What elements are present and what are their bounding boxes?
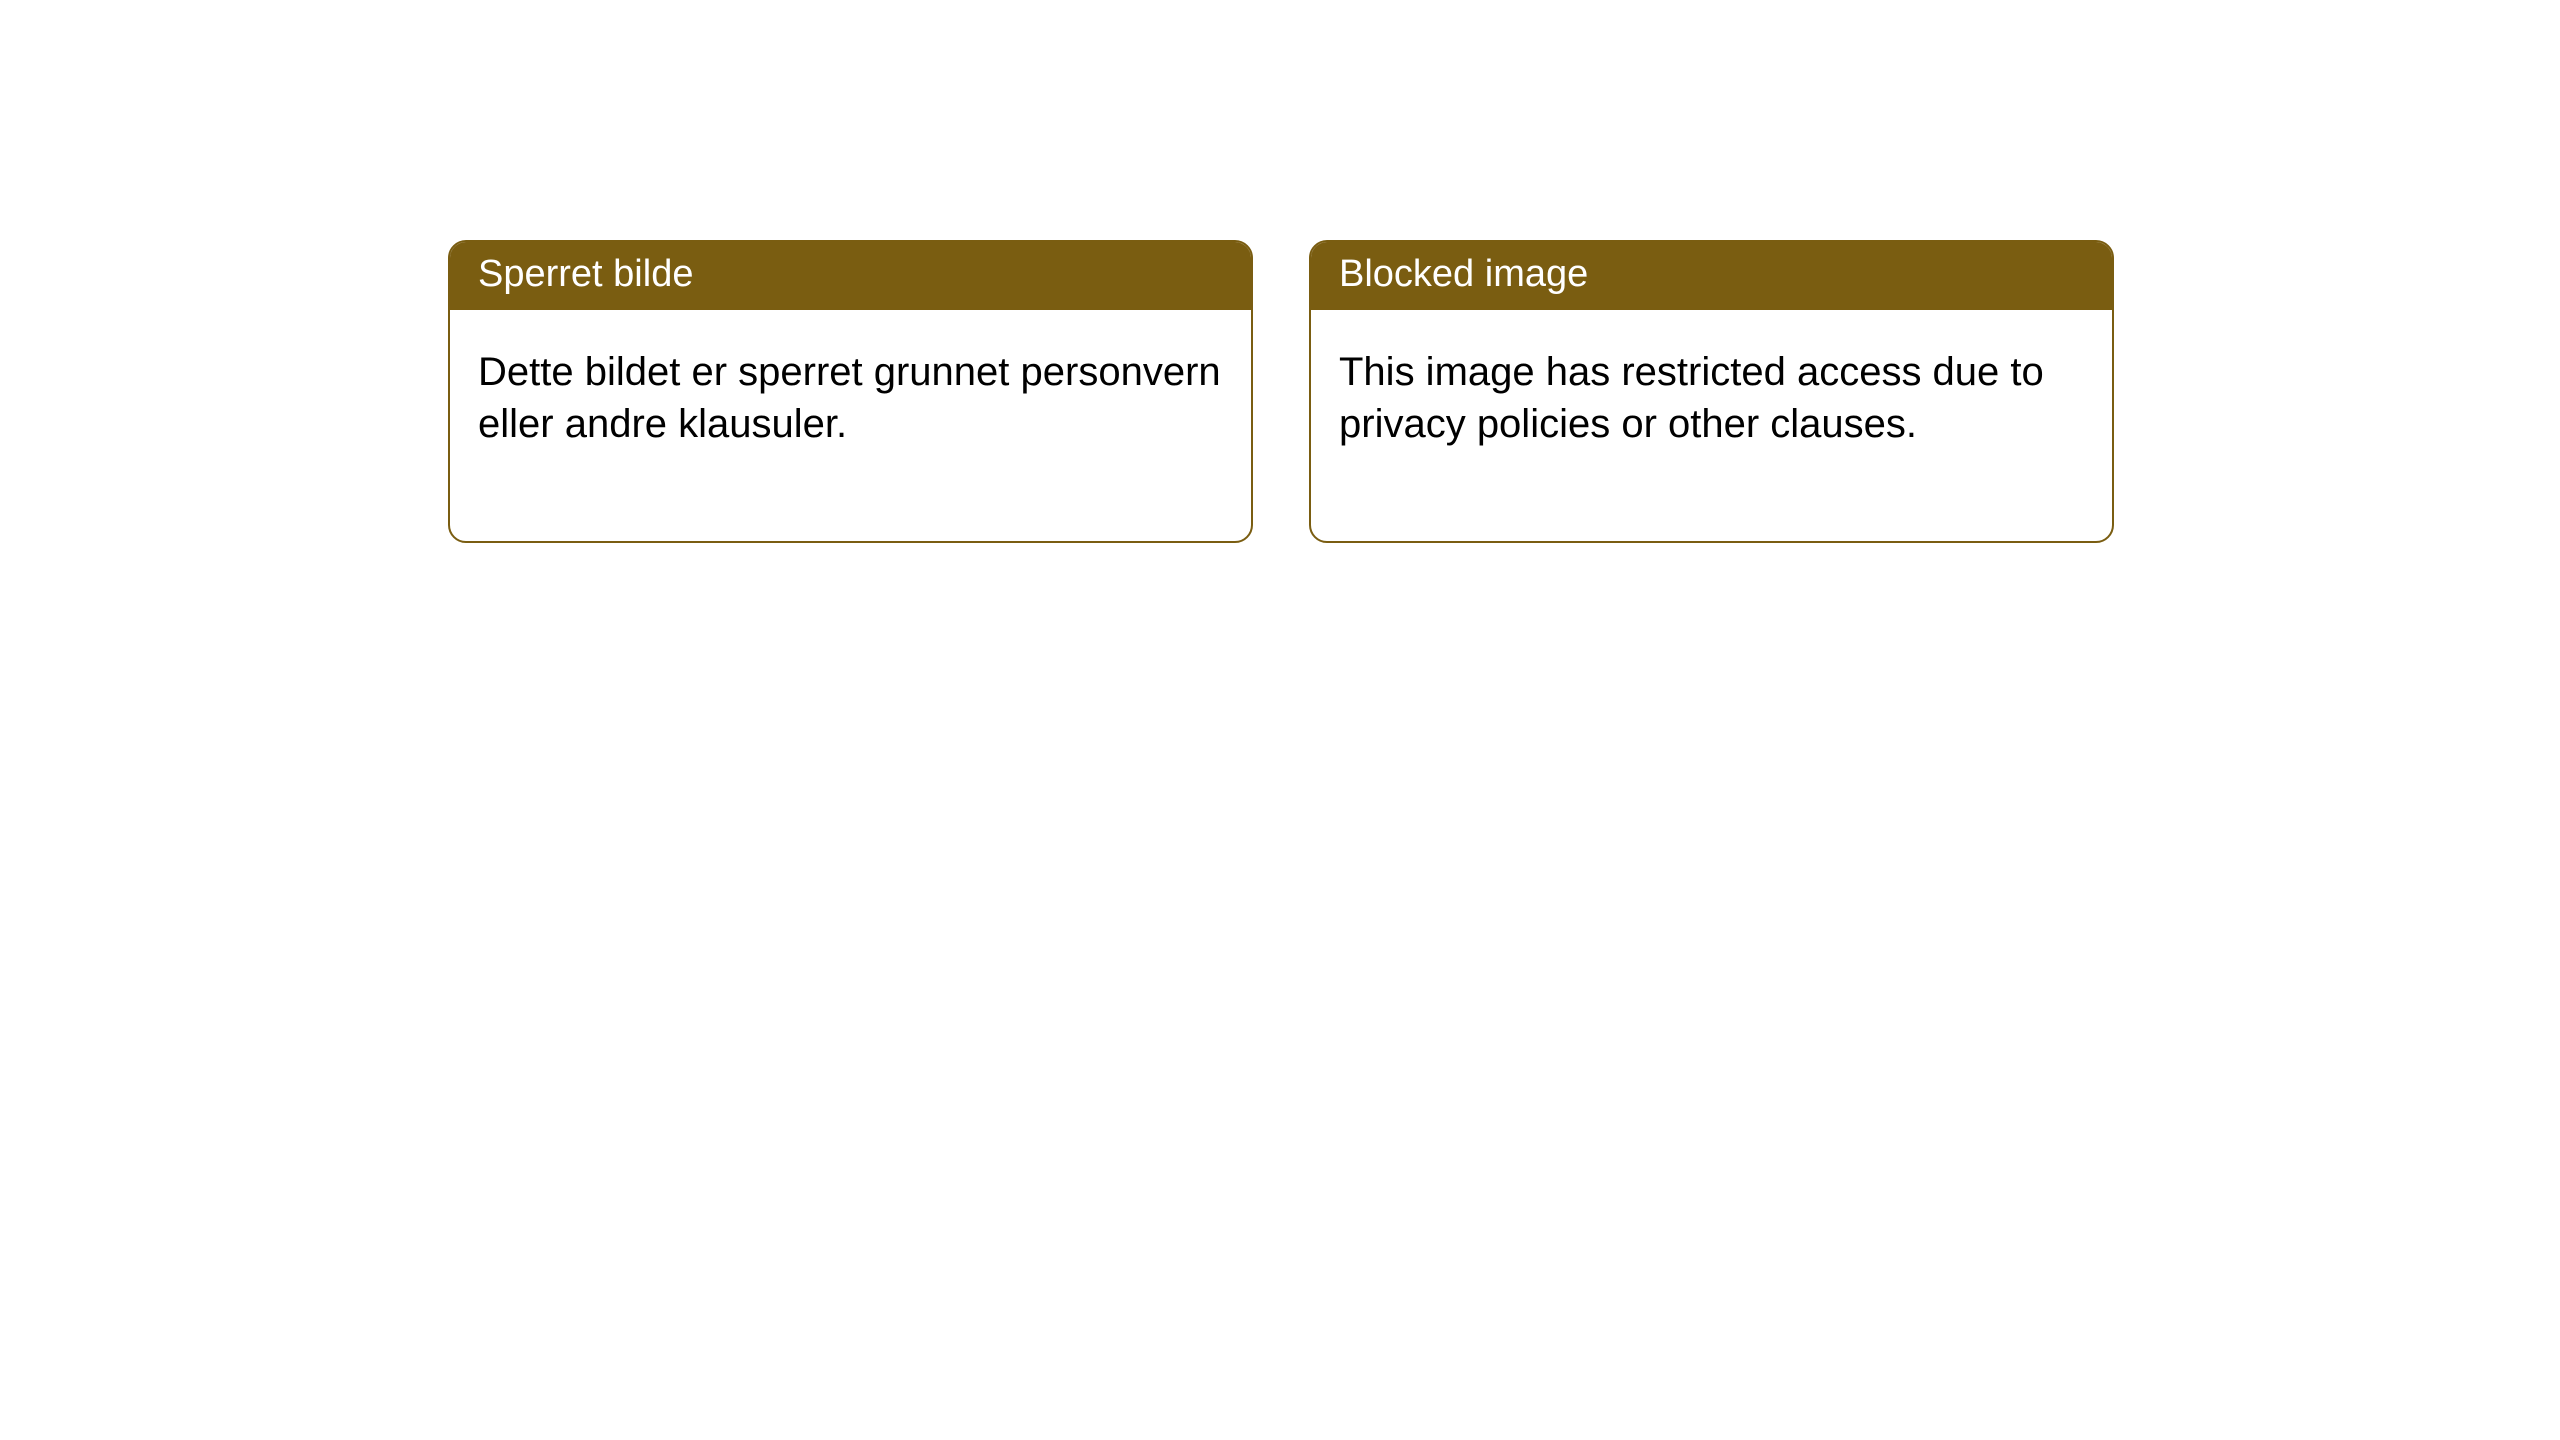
blocked-image-card-en: Blocked image This image has restricted … [1309,240,2114,543]
notice-cards-container: Sperret bilde Dette bildet er sperret gr… [0,0,2560,543]
card-body-no: Dette bildet er sperret grunnet personve… [450,310,1251,542]
card-header-en: Blocked image [1311,242,2112,310]
blocked-image-card-no: Sperret bilde Dette bildet er sperret gr… [448,240,1253,543]
card-body-en: This image has restricted access due to … [1311,310,2112,542]
card-header-no: Sperret bilde [450,242,1251,310]
